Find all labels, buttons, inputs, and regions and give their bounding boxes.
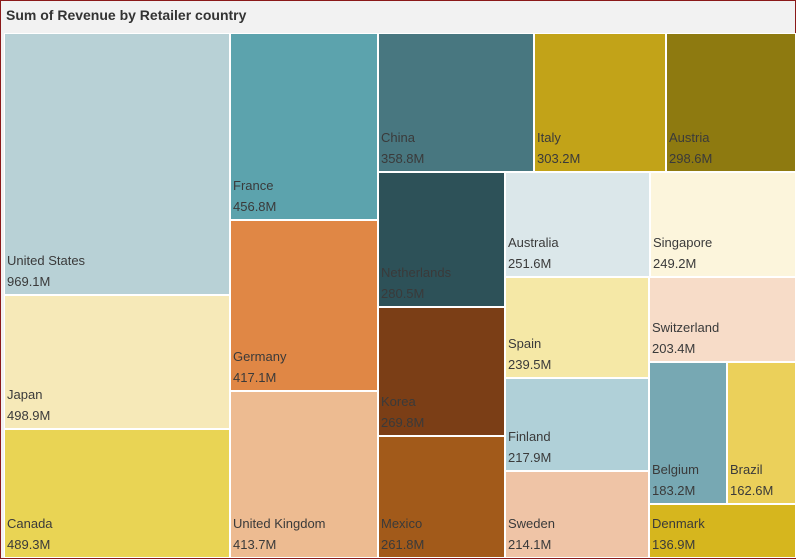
tile-value: 251.6M — [508, 256, 552, 271]
tile-label: Canada — [7, 516, 53, 531]
tile-label: Switzerland — [652, 320, 720, 335]
treemap-tile-united-states[interactable]: United States 969.1M — [4, 33, 230, 295]
tile-value: 203.4M — [652, 341, 696, 356]
tile-label: Singapore — [653, 235, 713, 250]
tile-label: Italy — [537, 130, 561, 145]
tile-value: 358.8M — [381, 151, 425, 166]
tile-value: 969.1M — [7, 274, 51, 289]
tile-label: Netherlands — [381, 265, 452, 280]
treemap-tile-brazil[interactable]: Brazil 162.6M — [727, 362, 796, 504]
treemap-tile-australia[interactable]: Australia 251.6M — [505, 172, 650, 277]
treemap-tile-sweden[interactable]: Sweden 214.1M — [505, 471, 649, 558]
tile-label: Sweden — [508, 516, 555, 531]
tile-value: 417.1M — [233, 370, 277, 385]
treemap-tile-canada[interactable]: Canada 489.3M — [4, 429, 230, 558]
chart-title: Sum of Revenue by Retailer country — [6, 7, 247, 23]
tile-label: United States — [7, 253, 86, 268]
tile-label: Spain — [508, 336, 542, 351]
tile-label: France — [233, 178, 274, 193]
tile-value: 162.6M — [730, 483, 774, 498]
tile-label: China — [381, 130, 415, 145]
tile-value: 413.7M — [233, 537, 277, 552]
treemap-tile-mexico[interactable]: Mexico 261.8M — [378, 436, 505, 558]
treemap-tile-germany[interactable]: Germany 417.1M — [230, 220, 378, 391]
tile-value: 303.2M — [537, 151, 581, 166]
treemap-tile-belgium[interactable]: Belgium 183.2M — [649, 362, 727, 504]
tile-value: 217.9M — [508, 450, 552, 465]
treemap-tile-switzerland[interactable]: Switzerland 203.4M — [649, 277, 796, 362]
tile-value: 249.2M — [653, 256, 697, 271]
treemap-tile-japan[interactable]: Japan 498.9M — [4, 295, 230, 429]
treemap-tile-netherlands[interactable]: Netherlands 280.5M — [378, 172, 505, 307]
tile-label: Denmark — [652, 516, 705, 531]
treemap-tile-denmark[interactable]: Denmark 136.9M — [649, 504, 796, 558]
tile-value: 280.5M — [381, 286, 425, 301]
tile-value: 183.2M — [652, 483, 696, 498]
tile-label: Belgium — [652, 462, 699, 477]
tile-label: Germany — [233, 349, 287, 364]
tile-value: 261.8M — [381, 537, 425, 552]
tile-label: Korea — [381, 394, 416, 409]
tile-label: Mexico — [381, 516, 423, 531]
tile-label: United Kingdom — [233, 516, 326, 531]
tile-label: Brazil — [730, 462, 763, 477]
tile-label: Finland — [508, 429, 551, 444]
treemap-tile-italy[interactable]: Italy 303.2M — [534, 33, 666, 172]
tile-value: 269.8M — [381, 415, 425, 430]
treemap-tile-austria[interactable]: Austria 298.6M — [666, 33, 796, 172]
treemap-tile-spain[interactable]: Spain 239.5M — [505, 277, 649, 378]
tile-label: Japan — [7, 387, 43, 402]
tile-value: 298.6M — [669, 151, 713, 166]
treemap-tile-korea[interactable]: Korea 269.8M — [378, 307, 505, 436]
treemap-tile-china[interactable]: China 358.8M — [378, 33, 534, 172]
tile-label: Australia — [508, 235, 559, 250]
treemap-tile-france[interactable]: France 456.8M — [230, 33, 378, 220]
tile-label: Austria — [669, 130, 710, 145]
tile-value: 498.9M — [7, 408, 51, 423]
treemap-tile-united-kingdom[interactable]: United Kingdom 413.7M — [230, 391, 378, 558]
treemap-tile-singapore[interactable]: Singapore 249.2M — [650, 172, 796, 277]
tile-value: 239.5M — [508, 357, 552, 372]
treemap-tile-finland[interactable]: Finland 217.9M — [505, 378, 649, 471]
tile-value: 136.9M — [652, 537, 696, 552]
tile-value: 456.8M — [233, 199, 277, 214]
tile-value: 489.3M — [7, 537, 51, 552]
tile-value: 214.1M — [508, 537, 552, 552]
